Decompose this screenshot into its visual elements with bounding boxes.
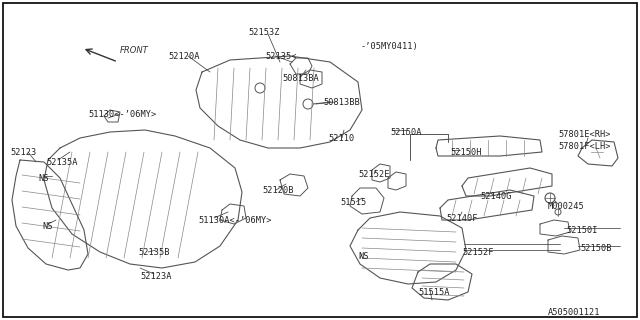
- Text: -’05MY0411): -’05MY0411): [360, 42, 418, 51]
- Text: 50813BB: 50813BB: [323, 98, 360, 107]
- Text: 52150I: 52150I: [566, 226, 598, 235]
- Text: 52120A: 52120A: [168, 52, 200, 61]
- Text: 51515A: 51515A: [418, 288, 449, 297]
- Text: 52140F: 52140F: [446, 214, 477, 223]
- Text: 57801F<LH>: 57801F<LH>: [558, 142, 611, 151]
- Text: 51515: 51515: [340, 198, 366, 207]
- Text: 52140G: 52140G: [480, 192, 511, 201]
- Text: M000245: M000245: [548, 202, 585, 211]
- Text: NS: NS: [38, 174, 49, 183]
- Text: 52110: 52110: [328, 134, 355, 143]
- Text: 52152E: 52152E: [358, 170, 390, 179]
- Text: NS: NS: [358, 252, 369, 261]
- Text: 52120B: 52120B: [262, 186, 294, 195]
- Text: 52152F: 52152F: [462, 248, 493, 257]
- Text: 52123: 52123: [10, 148, 36, 157]
- Text: 51130<-’06MY>: 51130<-’06MY>: [88, 110, 156, 119]
- Text: NS: NS: [42, 222, 52, 231]
- Text: 57801E<RH>: 57801E<RH>: [558, 130, 611, 139]
- Text: 52150A: 52150A: [390, 128, 422, 137]
- Text: 52135A: 52135A: [46, 158, 77, 167]
- Text: 52123A: 52123A: [140, 272, 172, 281]
- Text: 52135B: 52135B: [138, 248, 170, 257]
- Text: FRONT: FRONT: [120, 45, 148, 54]
- Text: 51130A<-’06MY>: 51130A<-’06MY>: [198, 216, 271, 225]
- Text: 50813BA: 50813BA: [282, 74, 319, 83]
- Text: 52150H: 52150H: [450, 148, 481, 157]
- Text: A505001121: A505001121: [548, 308, 600, 317]
- Text: 52153Z: 52153Z: [248, 28, 280, 37]
- Text: 52150B: 52150B: [580, 244, 611, 253]
- Text: 52135<: 52135<: [265, 52, 296, 61]
